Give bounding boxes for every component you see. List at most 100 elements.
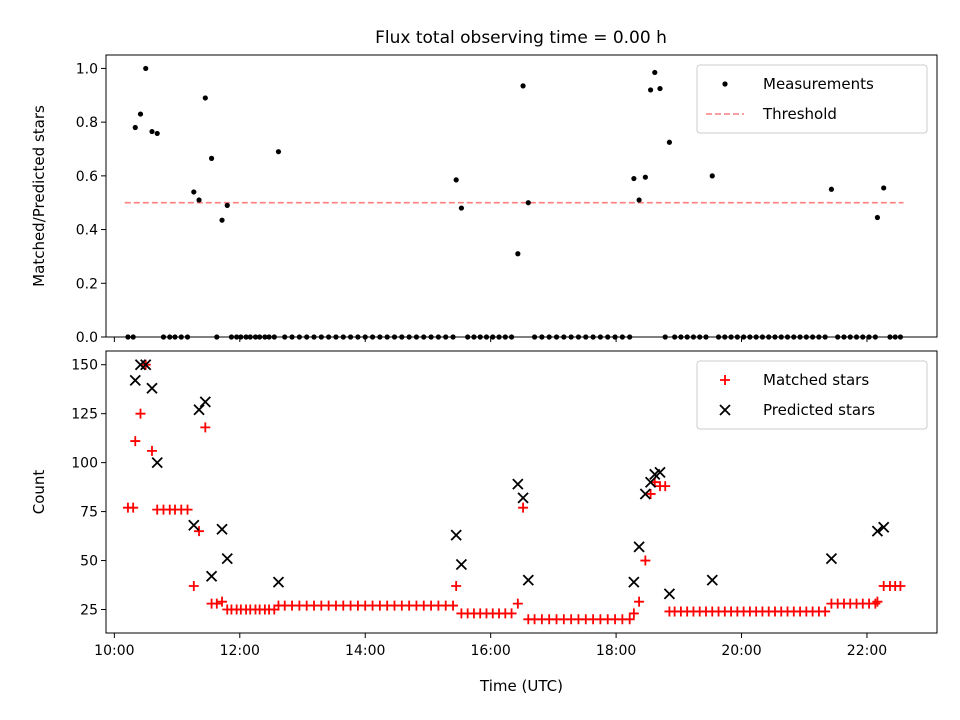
predicted-stars-point [628, 576, 640, 588]
measurement-point [772, 334, 778, 340]
measurement-point [853, 334, 860, 340]
legend-marker [719, 404, 731, 416]
matched-stars-point [217, 596, 228, 607]
matched-stars-point [634, 596, 645, 607]
x-tick-label: 10:00 [94, 643, 134, 659]
predicted-stars-point [205, 570, 218, 582]
measurement-point [224, 202, 230, 208]
measurement-point [160, 334, 167, 340]
predicted-stars-point [450, 529, 462, 541]
y-tick-label: 125 [71, 407, 98, 423]
matched-stars-point [640, 555, 651, 566]
matched-stars-point [448, 600, 459, 611]
legend: Measurements Threshold [696, 64, 928, 134]
matched-stars-point [870, 598, 881, 609]
measurement-point [435, 334, 441, 340]
measurement-point [247, 334, 253, 340]
measurement-point [130, 334, 136, 340]
measurement-point [347, 334, 354, 340]
predicted-stars-point [221, 552, 233, 565]
measurement-point [583, 334, 589, 340]
measurement-point [443, 334, 449, 340]
measurement-point [252, 334, 259, 340]
measurement-point [684, 334, 690, 340]
matched-stars-point [130, 436, 141, 447]
x-tick-label: 16:00 [470, 643, 510, 659]
measurement-point [243, 334, 249, 340]
matched-stars-point [518, 502, 529, 513]
measurement-point [652, 69, 658, 76]
predicted-stars-point [455, 558, 468, 571]
measurement-point [458, 205, 464, 211]
measurement-point [715, 334, 722, 340]
measurement-point [525, 200, 531, 206]
matched-stars-point [820, 606, 831, 617]
measurement-point [690, 334, 697, 340]
measurement-point [477, 334, 483, 340]
series-matched-stars [122, 359, 906, 625]
measurement-point [703, 334, 709, 340]
predicted-stars-point [517, 492, 529, 504]
measurement-point [597, 334, 604, 340]
measurement-point [490, 334, 496, 340]
measurement-point [662, 334, 668, 340]
measurement-point [887, 334, 893, 340]
measurement-point [612, 334, 618, 340]
y-tick-label: 0.0 [76, 330, 98, 346]
measurement-point [590, 334, 596, 340]
measurement-point [275, 149, 282, 155]
measurement-point [561, 334, 567, 340]
measurement-point [508, 334, 515, 340]
predicted-stars-point [654, 466, 666, 479]
measurement-point [196, 197, 202, 203]
measurement-point [709, 173, 715, 179]
x-tick-label: 22:00 [847, 643, 887, 659]
predicted-stars-point [633, 541, 645, 553]
measurement-point [835, 334, 841, 340]
measurement-point [465, 334, 471, 340]
measurement-point [296, 334, 302, 340]
predicted-stars-point [871, 525, 884, 537]
measurement-point [872, 334, 878, 340]
measurement-point [326, 334, 332, 340]
measurement-point [132, 124, 138, 131]
measurement-point [184, 334, 191, 340]
matched-stars-point [451, 581, 462, 591]
matched-stars-point [182, 504, 193, 515]
legend-frame [696, 360, 928, 430]
measurement-point [154, 130, 160, 137]
measurement-point [539, 334, 545, 340]
measurement-point [810, 334, 816, 340]
matched-stars-point [200, 422, 211, 433]
measurement-point [627, 334, 633, 340]
predicted-stars-point [825, 552, 838, 565]
y-tick-label: 0.2 [76, 276, 98, 292]
measurement-point [759, 334, 766, 340]
measurement-point [369, 334, 376, 340]
predicted-stars-point [272, 576, 285, 588]
legend-marker [722, 81, 728, 87]
y-tick-label: 75 [80, 505, 98, 521]
measurement-point [657, 85, 663, 92]
predicted-stars-point [639, 488, 652, 500]
measurement-point [421, 334, 427, 340]
matched-stars-point [872, 596, 883, 607]
measurement-point [384, 334, 390, 340]
measurement-point [631, 175, 637, 182]
measurement-point [149, 128, 155, 135]
y-tick-label: 50 [80, 554, 98, 570]
bottom-panel-count-plot: 10:00 12:00 14:00 16:00 18:00 20:00 22:00 25 50 7… [30, 350, 938, 695]
measurement-point [803, 334, 809, 340]
predicted-stars-point [512, 478, 524, 490]
measurement-point [496, 334, 502, 340]
measurement-point [847, 334, 853, 340]
measurement-point [208, 155, 215, 161]
measurement-point [753, 334, 759, 340]
measurement-point [333, 334, 339, 340]
predicted-stars-point [134, 359, 147, 371]
matched-stars-point [624, 614, 635, 625]
predicted-stars-point [146, 382, 158, 394]
measurement-point [666, 139, 673, 145]
measurement-point [453, 177, 459, 183]
